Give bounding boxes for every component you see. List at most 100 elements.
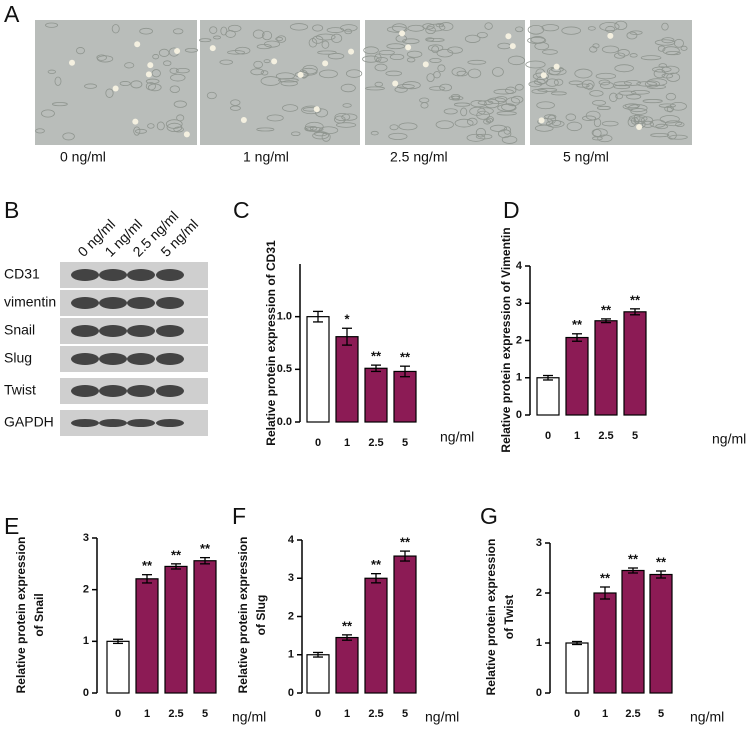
cell bbox=[456, 70, 468, 77]
cell bbox=[54, 76, 62, 86]
cell bbox=[62, 132, 75, 141]
cell bbox=[336, 122, 357, 128]
y-axis-label: Relative protein expression bbox=[484, 539, 498, 696]
cell bbox=[291, 131, 301, 137]
y-axis-label: of Slug bbox=[254, 595, 268, 636]
cell bbox=[551, 119, 562, 126]
cell bbox=[641, 120, 654, 128]
cell bbox=[386, 43, 405, 50]
cell bbox=[173, 126, 184, 133]
cell bbox=[542, 49, 558, 55]
x-tick-label: 2.5 bbox=[168, 708, 183, 720]
x-tick-label: 2.5 bbox=[598, 430, 613, 442]
y-tick-label: 2 bbox=[536, 587, 542, 599]
band-label: CD31 bbox=[4, 266, 40, 282]
cell bbox=[614, 52, 626, 59]
band bbox=[156, 269, 184, 281]
cell bbox=[135, 128, 147, 134]
bright-cell bbox=[509, 43, 516, 50]
cell bbox=[605, 25, 616, 33]
cell bbox=[614, 20, 628, 31]
cell bbox=[433, 71, 441, 79]
caption: 2.5 ng/ml bbox=[390, 149, 448, 165]
cell bbox=[321, 132, 331, 142]
band bbox=[99, 353, 127, 365]
cell bbox=[493, 88, 514, 95]
bar bbox=[593, 592, 617, 694]
cell bbox=[541, 24, 560, 32]
cell bbox=[386, 26, 408, 33]
cell bbox=[163, 60, 172, 67]
cell bbox=[661, 22, 669, 31]
cell bbox=[657, 45, 666, 52]
cell bbox=[650, 133, 670, 138]
cell bbox=[614, 64, 634, 73]
cell bbox=[568, 80, 583, 86]
cell bbox=[655, 123, 668, 130]
y-tick-label: 2 bbox=[83, 584, 89, 596]
cell bbox=[304, 126, 324, 132]
cell bbox=[309, 125, 318, 131]
cell bbox=[35, 128, 45, 134]
significance: ** bbox=[200, 541, 211, 556]
bright-cell bbox=[297, 71, 304, 78]
y-tick-label: 1.0 bbox=[277, 311, 292, 323]
cell bbox=[589, 46, 598, 53]
cell bbox=[477, 107, 494, 115]
cell bbox=[253, 60, 263, 69]
x-tick-label: 1 bbox=[344, 708, 350, 720]
band bbox=[71, 385, 99, 397]
cell bbox=[165, 119, 183, 129]
cell bbox=[665, 92, 677, 101]
bar bbox=[335, 636, 359, 694]
band bbox=[156, 325, 184, 337]
band bbox=[127, 419, 155, 427]
cell bbox=[156, 121, 165, 131]
cell bbox=[375, 57, 388, 63]
bright-cell bbox=[174, 47, 181, 54]
significance: ** bbox=[601, 302, 612, 317]
panel-label: F bbox=[232, 503, 246, 529]
y-axis-label: of Twist bbox=[502, 595, 516, 639]
cell bbox=[275, 36, 284, 42]
band bbox=[71, 419, 99, 427]
x-unit: ng/ml bbox=[690, 709, 724, 725]
bright-cell bbox=[271, 58, 278, 65]
cell bbox=[435, 22, 445, 28]
bar bbox=[364, 577, 388, 694]
y-tick-label: 0 bbox=[536, 687, 542, 699]
significance: ** bbox=[400, 350, 411, 365]
cell bbox=[501, 135, 518, 144]
cell bbox=[587, 26, 596, 31]
significance: ** bbox=[171, 547, 182, 562]
band bbox=[156, 419, 184, 427]
cell bbox=[495, 96, 508, 103]
cell bbox=[658, 63, 667, 69]
micrograph bbox=[35, 20, 197, 145]
significance: ** bbox=[630, 292, 641, 307]
y-tick-label: 3 bbox=[288, 572, 294, 584]
y-axis-label: Relative protein expression bbox=[236, 537, 250, 694]
cell bbox=[669, 134, 688, 140]
bright-cell bbox=[348, 48, 355, 55]
panel-label: D bbox=[503, 197, 520, 223]
cell bbox=[344, 28, 353, 35]
bright-cell bbox=[505, 33, 512, 40]
band-label: Snail bbox=[4, 322, 35, 338]
x-unit: ng/ml bbox=[712, 431, 746, 447]
cell bbox=[227, 50, 246, 55]
cell bbox=[653, 68, 666, 79]
y-axis-label: of Snail bbox=[32, 593, 46, 636]
y-axis-label: Relative protein expression of CD31 bbox=[264, 240, 278, 446]
cell bbox=[629, 30, 643, 35]
cell bbox=[130, 80, 143, 89]
y-tick-label: 2 bbox=[288, 610, 294, 622]
cell bbox=[503, 126, 512, 135]
cell bbox=[652, 66, 672, 73]
cell bbox=[133, 126, 141, 136]
cell bbox=[278, 78, 299, 83]
band bbox=[71, 269, 99, 281]
cell bbox=[536, 101, 555, 110]
cell bbox=[498, 129, 512, 139]
bright-cell bbox=[422, 61, 429, 68]
